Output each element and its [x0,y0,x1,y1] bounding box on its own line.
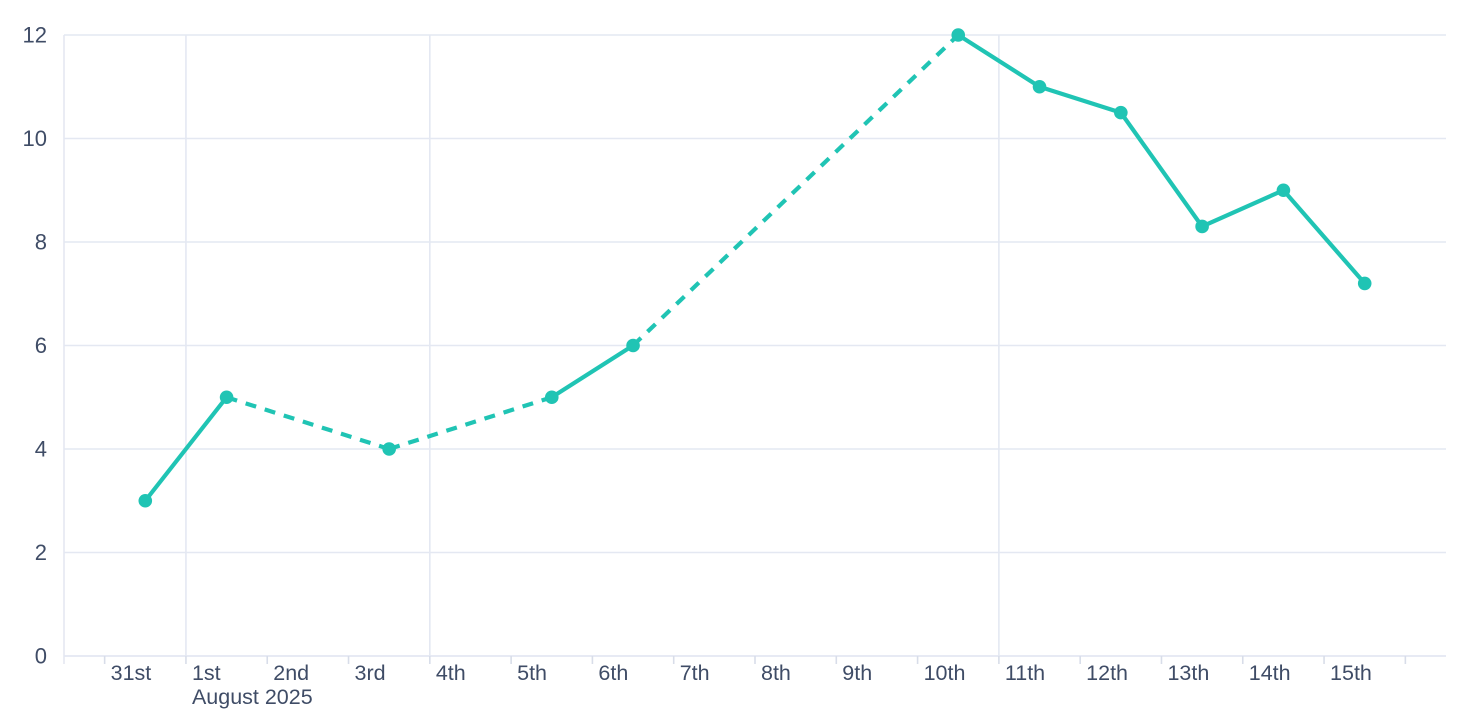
line-segment-dashed [631,33,960,348]
x-tick-label: 8th [761,661,791,685]
x-tick-label: 1st [192,661,221,685]
x-tick-label: 14th [1249,661,1291,685]
x-tick-label: 5th [517,661,547,685]
x-tick-label: 10th [924,661,966,685]
line-segment-solid [1281,188,1367,286]
x-tick-label: 13th [1167,661,1209,685]
y-tick-label: 2 [35,540,47,565]
x-tick-label: 7th [680,661,710,685]
x-tick-label: 9th [842,661,872,685]
data-point[interactable] [382,442,396,456]
x-tick-label: 2nd [273,661,309,685]
data-point[interactable] [544,390,559,405]
data-point[interactable] [1032,79,1047,94]
line-segment-solid [1200,188,1286,229]
x-tick-label: 31st [111,661,152,685]
data-point[interactable] [219,390,234,405]
x-tick-label: 12th [1086,661,1128,685]
data-point[interactable] [626,338,640,353]
line-segment-solid [143,395,229,503]
x-tick-label: 3rd [355,661,386,685]
line-segment-dashed [388,395,553,452]
line-segment-solid [1118,110,1205,229]
line-segment-solid [956,32,1042,89]
data-point[interactable] [951,28,966,42]
data-point[interactable] [1195,219,1209,234]
data-point[interactable] [138,493,153,508]
line-segment-solid [549,343,636,400]
x-tick-label: 15th [1330,661,1372,685]
y-tick-label: 10 [23,126,47,151]
data-point[interactable] [1114,105,1128,120]
y-tick-label: 12 [23,22,47,47]
y-tick-label: 8 [35,229,47,254]
line-segment-solid [1037,84,1123,115]
x-tick-label: 4th [436,661,466,685]
line-segment-dashed [225,395,390,452]
y-tick-label: 4 [35,436,47,461]
x-tick-label: 11th [1005,661,1045,685]
data-point[interactable] [1276,183,1291,198]
x-tick-label: 6th [598,661,628,685]
x-axis-month-label: August 2025 [192,685,313,709]
y-tick-label: 6 [35,333,47,358]
data-point[interactable] [1357,276,1372,291]
y-tick-label: 0 [35,643,47,668]
